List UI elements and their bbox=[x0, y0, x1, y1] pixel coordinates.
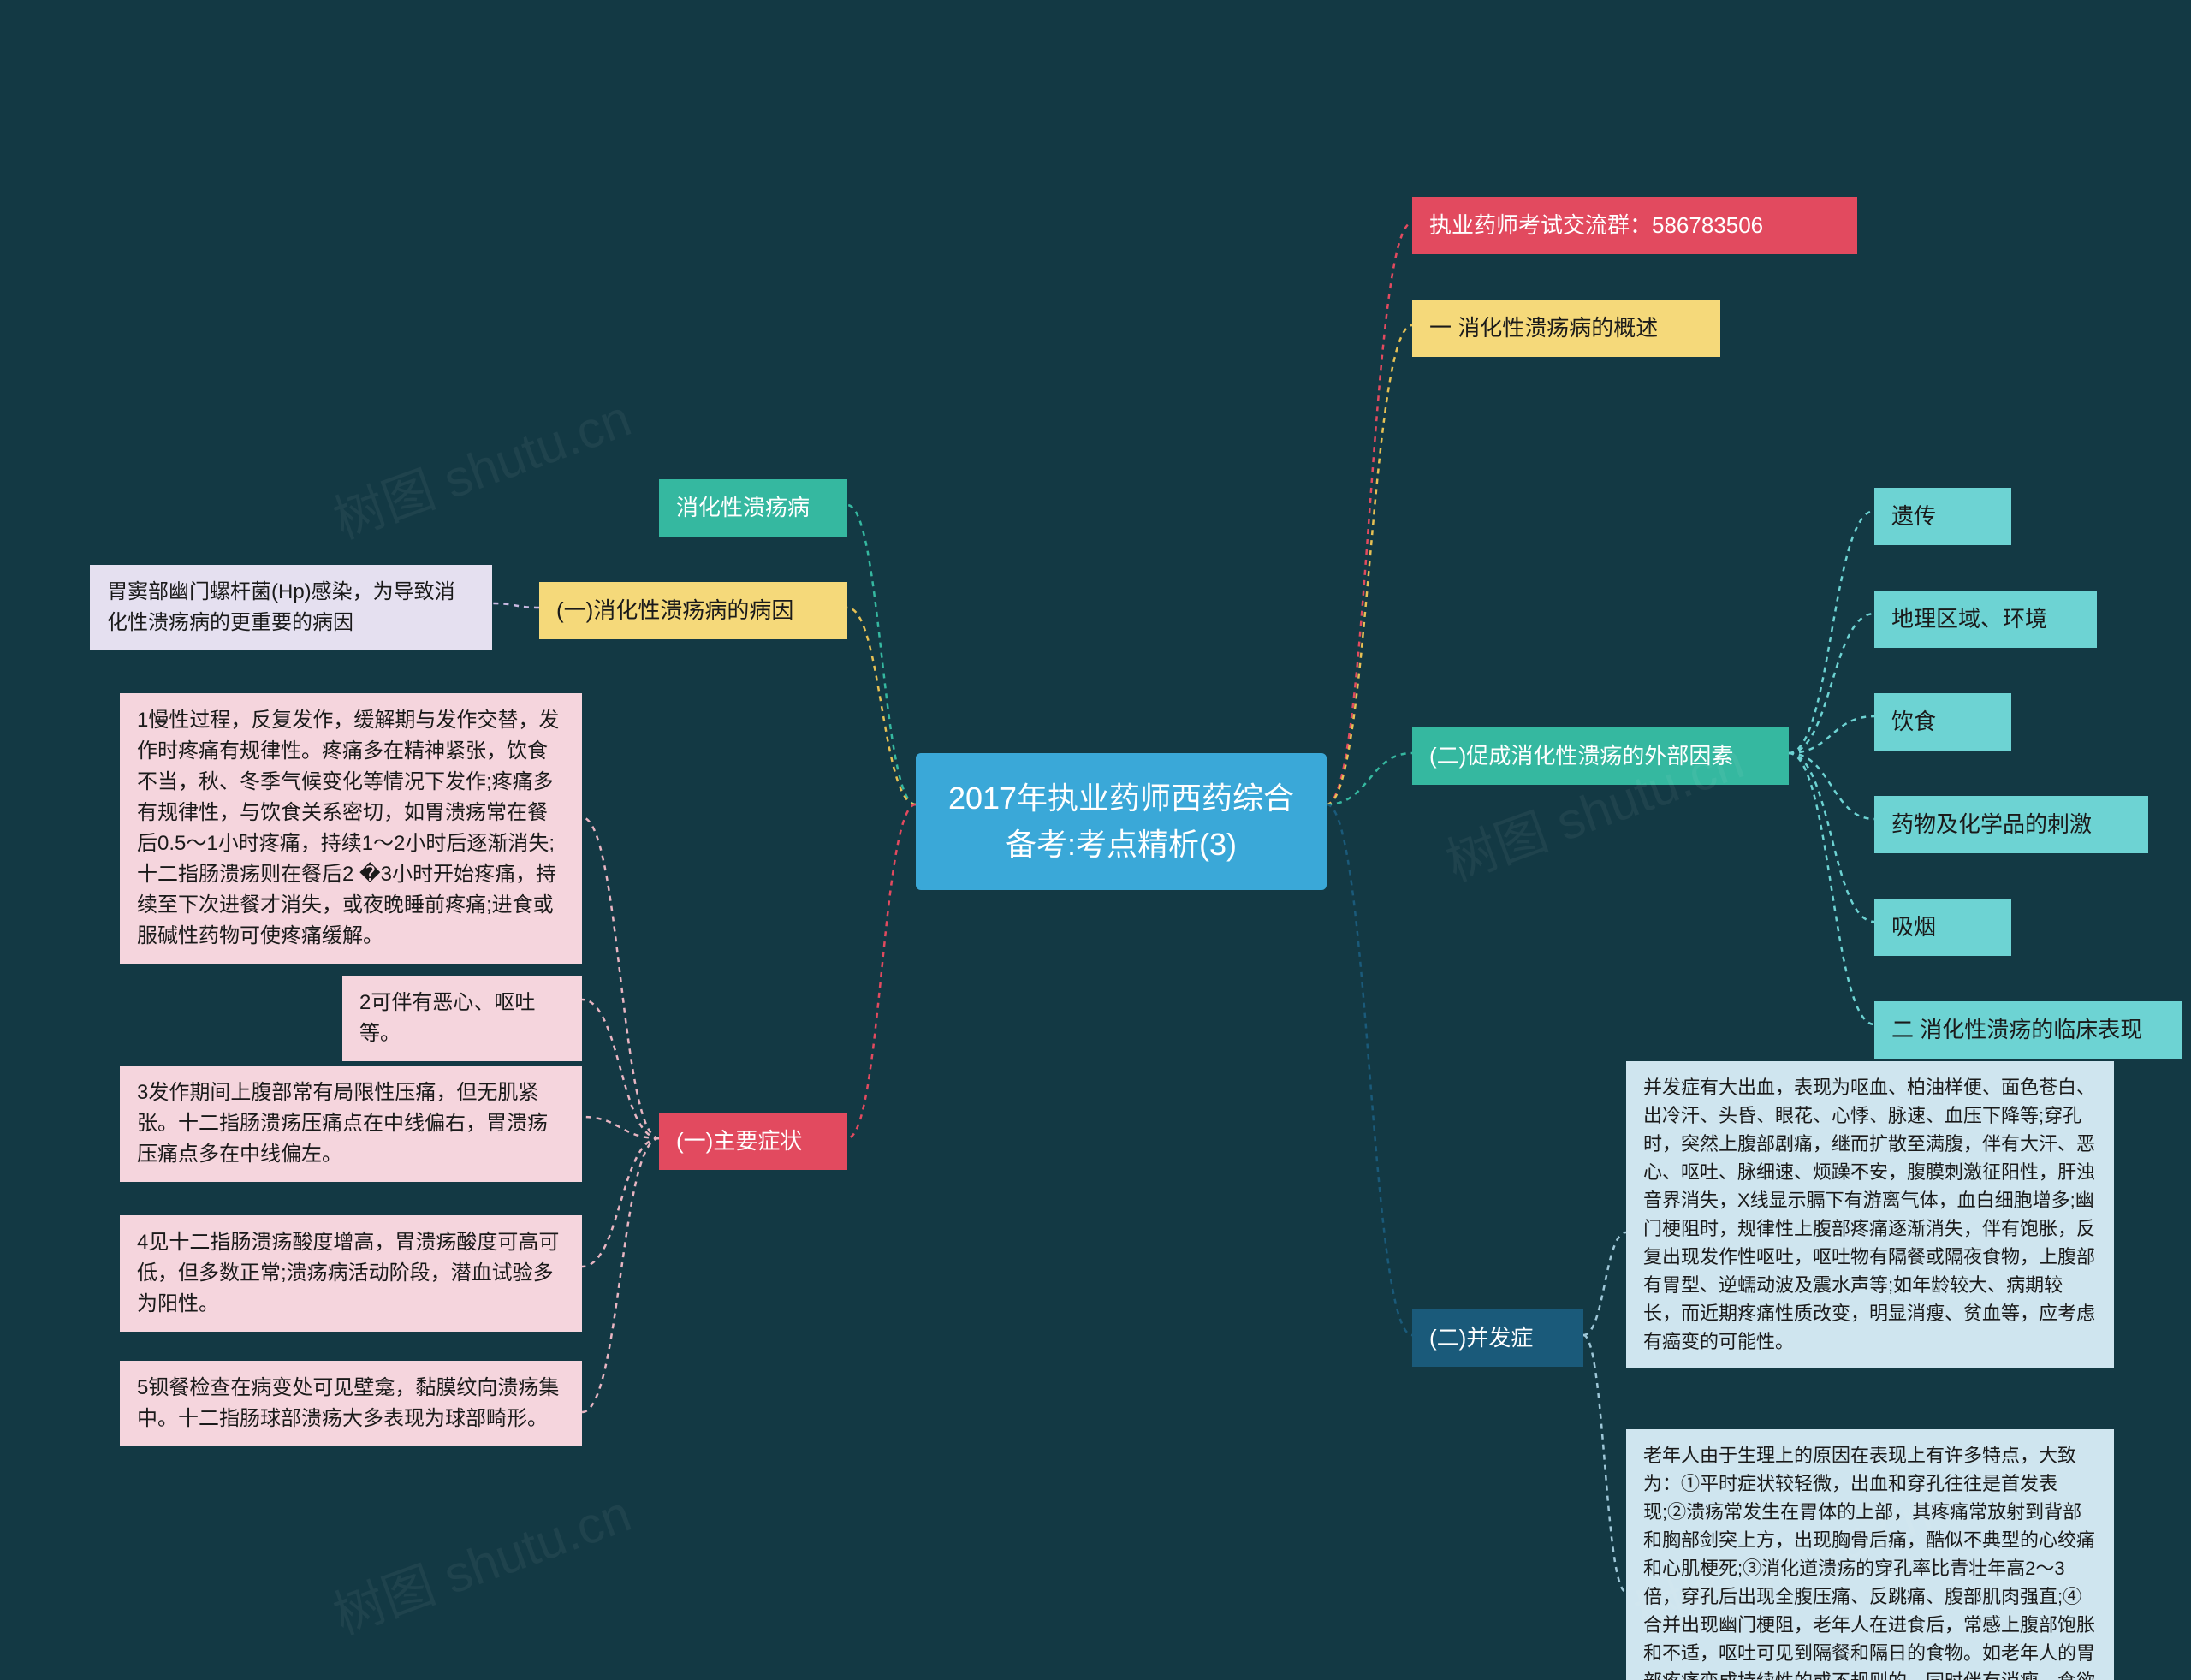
mindmap-node: 一 消化性溃疡病的概述 bbox=[1412, 300, 1720, 357]
mindmap-node: (二)促成消化性溃疡的外部因素 bbox=[1412, 727, 1789, 785]
mindmap-node: 并发症有大出血，表现为呕血、柏油样便、面色苍白、出冷汗、头昏、眼花、心悸、脉速、… bbox=[1626, 1061, 2114, 1368]
mindmap-node: 地理区域、环境 bbox=[1874, 591, 2097, 648]
mindmap-node: 老年人由于生理上的原因在表现上有许多特点，大致为：①平时症状较轻微，出血和穿孔往… bbox=[1626, 1429, 2114, 1680]
mindmap-node: 3发作期间上腹部常有局限性压痛，但无肌紧张。十二指肠溃疡压痛点在中线偏右，胃溃疡… bbox=[120, 1066, 582, 1182]
mindmap-node: 遗传 bbox=[1874, 488, 2011, 545]
mindmap-node: 二 消化性溃疡的临床表现 bbox=[1874, 1001, 2182, 1059]
mindmap-node: 1慢性过程，反复发作，缓解期与发作交替，发作时疼痛有规律性。疼痛多在精神紧张，饮… bbox=[120, 693, 582, 964]
mindmap-node: 4见十二指肠溃疡酸度增高，胃溃疡酸度可高可低，但多数正常;溃疡病活动阶段，潜血试… bbox=[120, 1215, 582, 1332]
watermark: 树图 shutu.cn bbox=[322, 377, 639, 553]
mindmap-node: 胃窦部幽门螺杆菌(Hp)感染，为导致消化性溃疡病的更重要的病因 bbox=[90, 565, 492, 650]
mindmap-node: 5钡餐检查在病变处可见壁龛，黏膜纹向溃疡集中。十二指肠球部溃疡大多表现为球部畸形… bbox=[120, 1361, 582, 1446]
mindmap-node: 饮食 bbox=[1874, 693, 2011, 751]
mindmap-node: (二)并发症 bbox=[1412, 1309, 1583, 1367]
mindmap-node: 吸烟 bbox=[1874, 899, 2011, 956]
mindmap-node: (一)消化性溃疡病的病因 bbox=[539, 582, 847, 639]
mindmap-node: 消化性溃疡病 bbox=[659, 479, 847, 537]
watermark: 树图 shutu.cn bbox=[322, 1472, 639, 1648]
mindmap-node: (一)主要症状 bbox=[659, 1113, 847, 1170]
center-node: 2017年执业药师西药综合 备考:考点精析(3) bbox=[916, 753, 1327, 890]
mindmap-node: 药物及化学品的刺激 bbox=[1874, 796, 2148, 853]
mindmap-node: 执业药师考试交流群：586783506 bbox=[1412, 197, 1857, 254]
mindmap-node: 2可伴有恶心、呕吐等。 bbox=[342, 976, 582, 1061]
